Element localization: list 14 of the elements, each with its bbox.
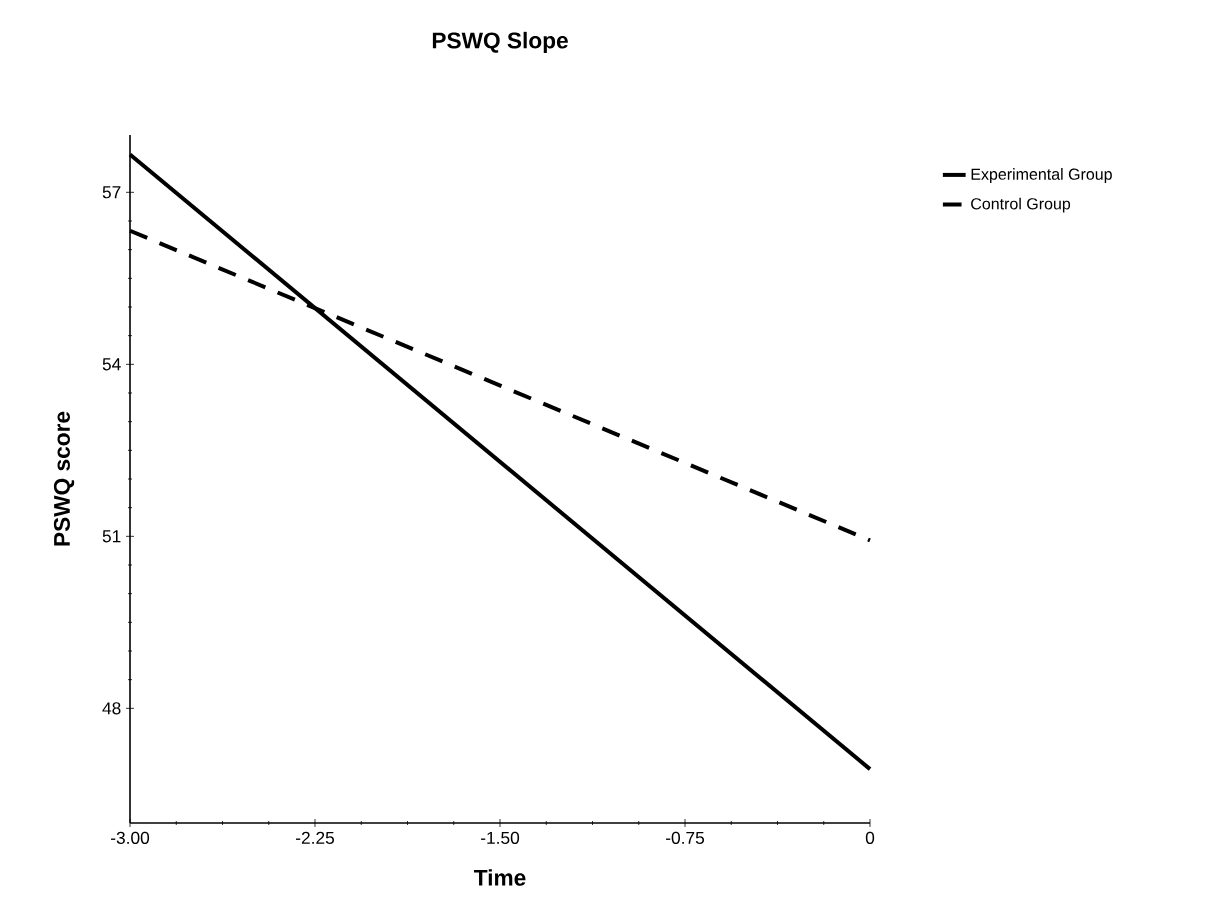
y-tick-label: 54: [102, 358, 121, 371]
chart-title: PSWQ Slope: [432, 31, 568, 53]
x-axis-title: Time: [474, 869, 526, 886]
y-tick-label: 51: [102, 530, 121, 543]
x-tick-label: -0.75: [666, 831, 705, 844]
x-tick-label: 0: [865, 831, 875, 844]
legend-label: Experimental Group: [971, 168, 1112, 184]
y-axis-title: PSWQ score: [53, 411, 75, 546]
x-tick-label: -2.25: [296, 831, 335, 844]
y-tick-label: 57: [102, 186, 121, 199]
x-tick-label: -3.00: [111, 831, 150, 844]
legend-label: Control Group: [971, 197, 1071, 213]
x-tick-label: -1.50: [481, 831, 520, 844]
y-tick-label: 48: [102, 702, 121, 715]
